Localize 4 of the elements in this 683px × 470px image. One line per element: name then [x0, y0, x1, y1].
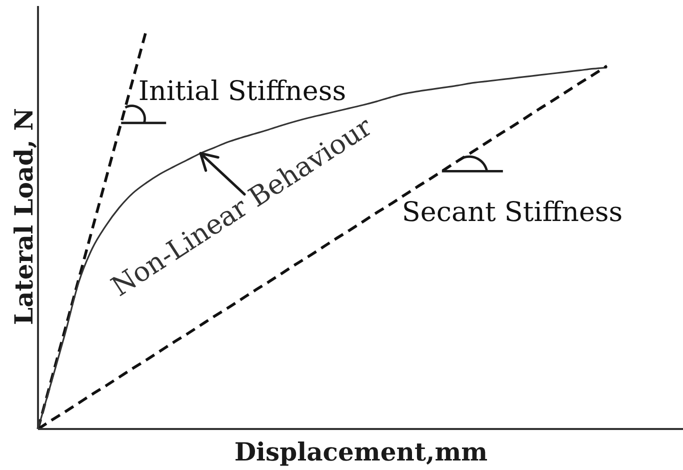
- y-axis-title: Lateral Load, N: [10, 108, 38, 325]
- series-label: Initial Stiffness: [138, 76, 346, 107]
- x-axis-title: Displacement,mm: [234, 438, 488, 466]
- legend-label: Secant Stiffness: [402, 196, 623, 228]
